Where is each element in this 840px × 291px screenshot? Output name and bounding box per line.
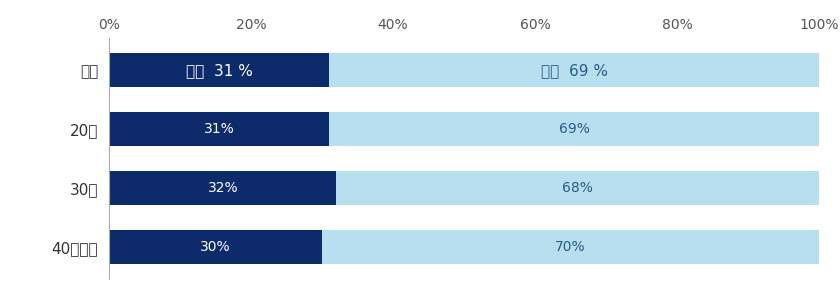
Text: 31%: 31% — [204, 122, 234, 136]
Bar — [109, 112, 329, 146]
Text: ある  31 %: ある 31 % — [186, 63, 253, 78]
Text: ない  69 %: ない 69 % — [541, 63, 607, 78]
Bar — [329, 53, 819, 87]
Text: 32%: 32% — [207, 181, 238, 195]
Bar — [336, 171, 819, 205]
Bar — [109, 230, 323, 264]
Bar — [109, 53, 329, 87]
Bar — [329, 112, 819, 146]
Bar — [323, 230, 819, 264]
Text: 70%: 70% — [555, 240, 585, 254]
Bar — [109, 171, 336, 205]
Text: 69%: 69% — [559, 122, 590, 136]
Text: 30%: 30% — [201, 240, 231, 254]
Text: 68%: 68% — [562, 181, 593, 195]
